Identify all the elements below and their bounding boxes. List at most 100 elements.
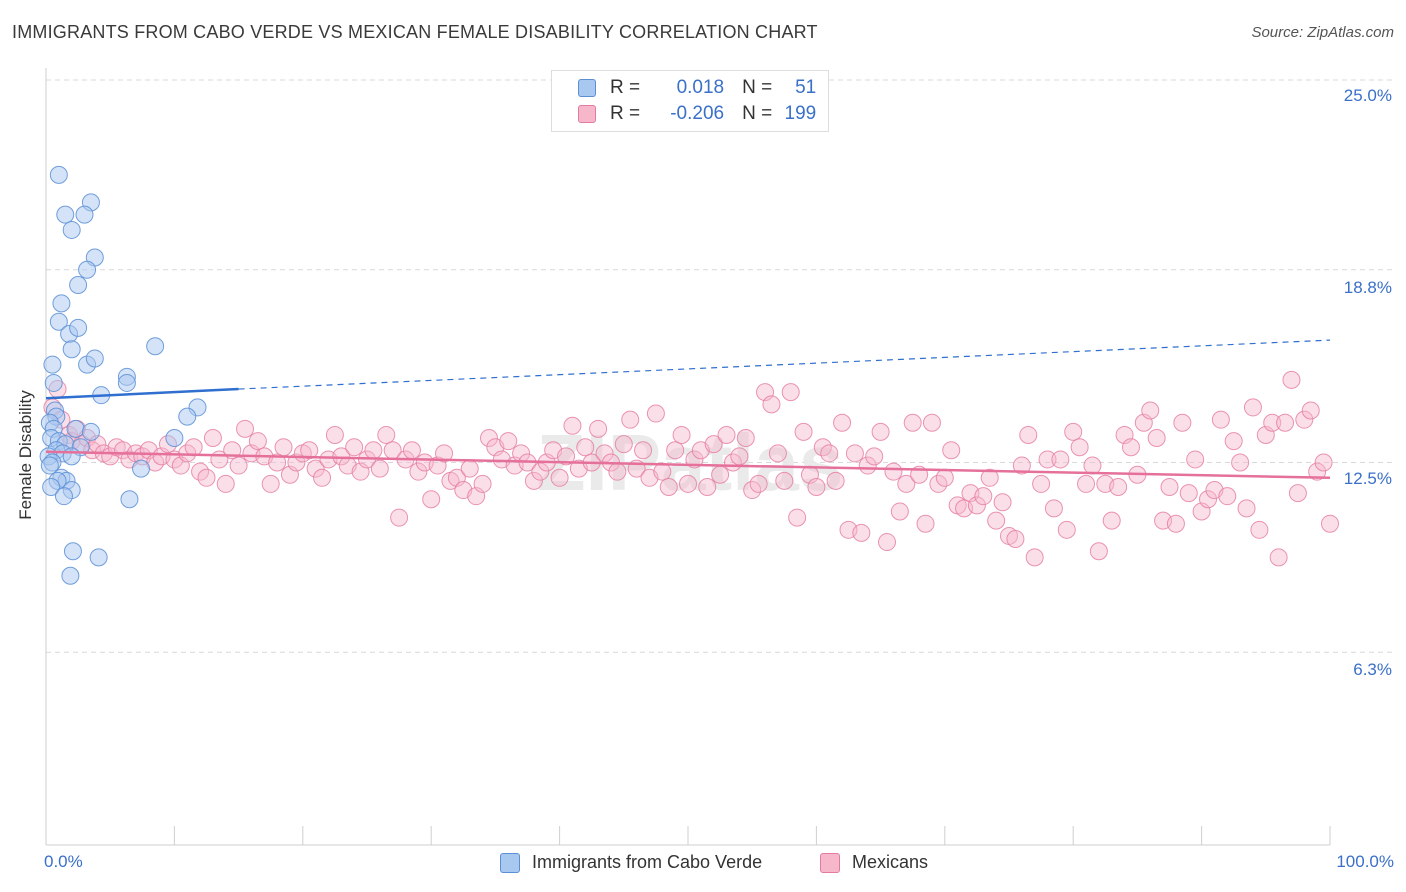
mexicans-point xyxy=(1121,438,1140,457)
mexicans-point xyxy=(1295,410,1314,429)
mexicans-point xyxy=(1173,413,1192,432)
legend-item-cabo-verde[interactable]: Immigrants from Cabo Verde xyxy=(500,852,762,873)
mexicans-point xyxy=(916,514,935,533)
mexicans-point xyxy=(878,533,897,552)
legend-r-value: 0.018 xyxy=(676,77,725,98)
mexicans-point xyxy=(377,425,396,444)
mexicans-point xyxy=(852,523,871,542)
cabo-verde-point xyxy=(56,205,75,224)
mexicans-point xyxy=(268,453,287,472)
grid-layer xyxy=(46,79,1392,653)
mexicans-point xyxy=(820,444,839,463)
mexicans-point xyxy=(865,447,884,466)
mexicans-point xyxy=(621,410,640,429)
mexicans-point xyxy=(967,496,986,515)
cabo-verde-point xyxy=(81,422,100,441)
cabo-verde-point xyxy=(40,456,59,475)
mexicans-point xyxy=(833,413,852,432)
legend-item-mexicans[interactable]: Mexicans xyxy=(820,852,928,873)
mexicans-point xyxy=(698,477,717,496)
mexicans-point xyxy=(409,462,428,481)
cabo-verde-point xyxy=(54,487,73,506)
mexicans-point xyxy=(1147,429,1166,448)
mexicans-point xyxy=(1012,456,1031,475)
mexicans-point xyxy=(1032,474,1051,493)
x-tick-label-max: 100.0% xyxy=(1336,852,1394,871)
mexicans-point xyxy=(550,468,569,487)
mexicans-point xyxy=(402,441,421,460)
mexicans-point xyxy=(1025,548,1044,567)
mexicans-point xyxy=(1019,425,1038,444)
mexicans-point xyxy=(1237,499,1256,518)
mexicans-point xyxy=(422,490,441,509)
mexicans-point xyxy=(653,462,672,481)
mexicans-point xyxy=(807,477,826,496)
cabo-verde-point xyxy=(52,294,71,313)
stats-legend: R = 0.018 N = 51 R = -0.206 N = 199 xyxy=(551,70,829,132)
mexicans-point xyxy=(974,487,993,506)
source-label: Source: ZipAtlas.com xyxy=(1251,24,1394,41)
mexicans-point xyxy=(390,508,409,527)
mexicans-point xyxy=(479,429,498,448)
mexicans-point xyxy=(704,435,723,454)
mexicans-point xyxy=(1218,487,1237,506)
cabo-verde-point xyxy=(78,260,97,279)
mexicans-point xyxy=(325,425,344,444)
mexicans-point xyxy=(576,438,595,457)
mexicans-point xyxy=(216,474,235,493)
mexicans-point xyxy=(794,422,813,441)
cabo-verde-point xyxy=(69,276,88,295)
mexicans-point xyxy=(236,419,255,438)
legend-n-value: 51 xyxy=(795,77,817,98)
mexicans-point xyxy=(749,474,768,493)
cabo-verde-points xyxy=(39,165,207,585)
mexicans-point xyxy=(1314,453,1333,472)
cabo-verde-point xyxy=(66,419,85,438)
mexicans-point xyxy=(248,432,267,451)
mexicans-point xyxy=(666,441,685,460)
y-tick-label: 25.0% xyxy=(1343,86,1392,105)
cabo-verde-point xyxy=(132,459,151,478)
mexicans-point xyxy=(1160,477,1179,496)
mexicans-point xyxy=(1276,413,1295,432)
cabo-verde-trend-line xyxy=(45,387,239,400)
legend-r-value: -0.206 xyxy=(670,103,725,124)
mexicans-point xyxy=(1263,413,1282,432)
legend-n-label: N = xyxy=(742,103,773,124)
mexicans-point xyxy=(1186,450,1205,469)
cabo-verde-point xyxy=(165,429,184,448)
mexicans-trend-line xyxy=(45,450,1331,480)
mexicans-point xyxy=(197,468,216,487)
mexicans-point xyxy=(1070,438,1089,457)
cabo-verde-point xyxy=(75,205,94,224)
mexicans-point xyxy=(557,447,576,466)
mexicans-point xyxy=(1224,432,1243,451)
mexicans-point xyxy=(589,419,608,438)
pink-swatch-icon xyxy=(820,852,840,873)
mexicans-point xyxy=(1077,474,1096,493)
mexicans-point xyxy=(788,508,807,527)
mexicans-point xyxy=(473,474,492,493)
mexicans-point xyxy=(1199,490,1218,509)
cabo-verde-point xyxy=(69,318,88,337)
mexicans-point xyxy=(524,471,543,490)
cabo-verde-trend-extension xyxy=(238,339,1331,390)
mexicans-point xyxy=(531,462,550,481)
mexicans-point xyxy=(1282,370,1301,389)
mexicans-point xyxy=(306,459,325,478)
mexicans-point xyxy=(1179,484,1198,503)
mexicans-point xyxy=(646,404,665,423)
mexicans-point xyxy=(781,383,800,402)
mexicans-point xyxy=(1166,514,1185,533)
cabo-verde-point xyxy=(43,355,62,374)
mexicans-point xyxy=(229,456,248,475)
mexicans-point xyxy=(634,441,653,460)
mexicans-point xyxy=(871,422,890,441)
legend-n-label: N = xyxy=(742,77,773,98)
mexicans-point xyxy=(1269,548,1288,567)
mexicans-point xyxy=(274,438,293,457)
mexicans-point xyxy=(775,471,794,490)
mexicans-point xyxy=(858,456,877,475)
mexicans-point xyxy=(679,474,697,493)
